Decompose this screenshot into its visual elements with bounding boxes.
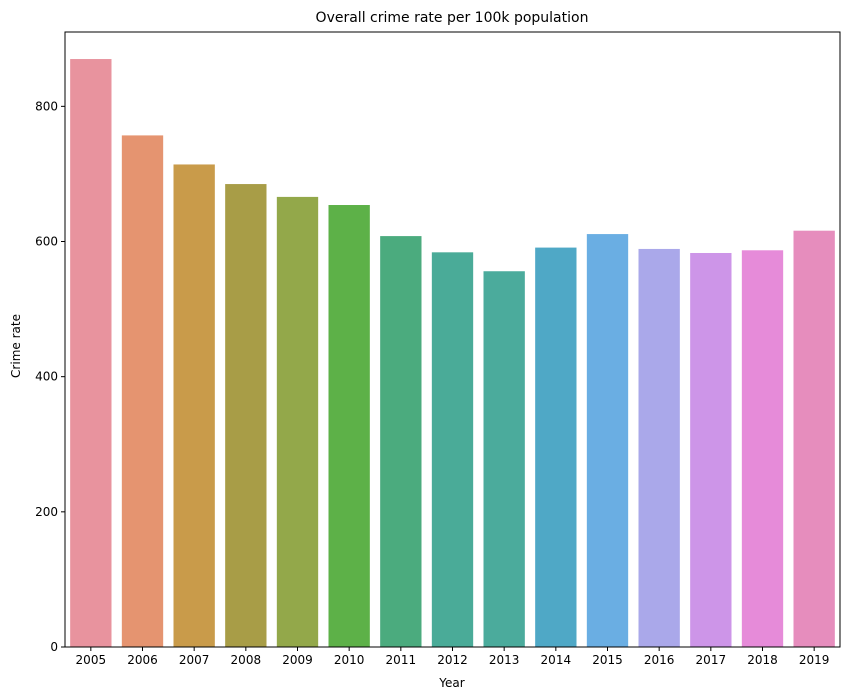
bar-2008 [225,184,267,648]
x-tick-label: 2016 [644,653,675,667]
y-tick-label: 600 [35,235,58,249]
x-tick-label: 2006 [127,653,158,667]
x-tick-label: 2012 [437,653,468,667]
bar-2012 [431,252,474,648]
bars-layer [70,59,835,648]
x-tick-label: 2008 [231,653,262,667]
bar-2014 [535,247,577,648]
y-tick-label: 200 [35,505,58,519]
x-tick-label: 2017 [696,653,727,667]
x-tick-label: 2014 [541,653,572,667]
chart-title: Overall crime rate per 100k population [316,10,589,26]
bar-2006 [121,135,164,647]
bar-2013 [483,271,525,647]
x-tick-label: 2011 [386,653,417,667]
x-tick-label: 2019 [799,653,830,667]
x-tick-label: 2005 [76,653,107,667]
bar-2019 [793,230,835,647]
bar-2015 [586,234,629,648]
bar-2017 [690,252,732,647]
y-tick-label: 400 [35,370,58,384]
bar-2018 [741,250,784,648]
y-tick-label: 0 [50,640,58,654]
bar-2009 [276,196,319,647]
y-tick-label: 800 [35,99,58,113]
bar-2016 [638,248,680,647]
bar-2010 [328,205,370,647]
plot-frame [64,31,841,648]
x-tick-label: 2010 [334,653,365,667]
x-tick-label: 2013 [489,653,520,667]
y-axis-label: Crime rate [9,314,23,378]
bar-2007 [173,164,215,647]
x-tick-label: 2007 [179,653,210,667]
x-tick-label: 2018 [747,653,778,667]
bar-2011 [380,236,422,647]
bar-2005 [70,59,112,648]
x-axis-ticks: 2005 2006 2007 2008 2009 2010 2011 2012 2013 2014… [76,647,830,667]
x-axis-label: Year [438,676,464,690]
x-tick-label: 2009 [282,653,313,667]
y-axis-ticks: 0 200 400 600 800 [35,99,65,654]
x-tick-label: 2015 [592,653,623,667]
